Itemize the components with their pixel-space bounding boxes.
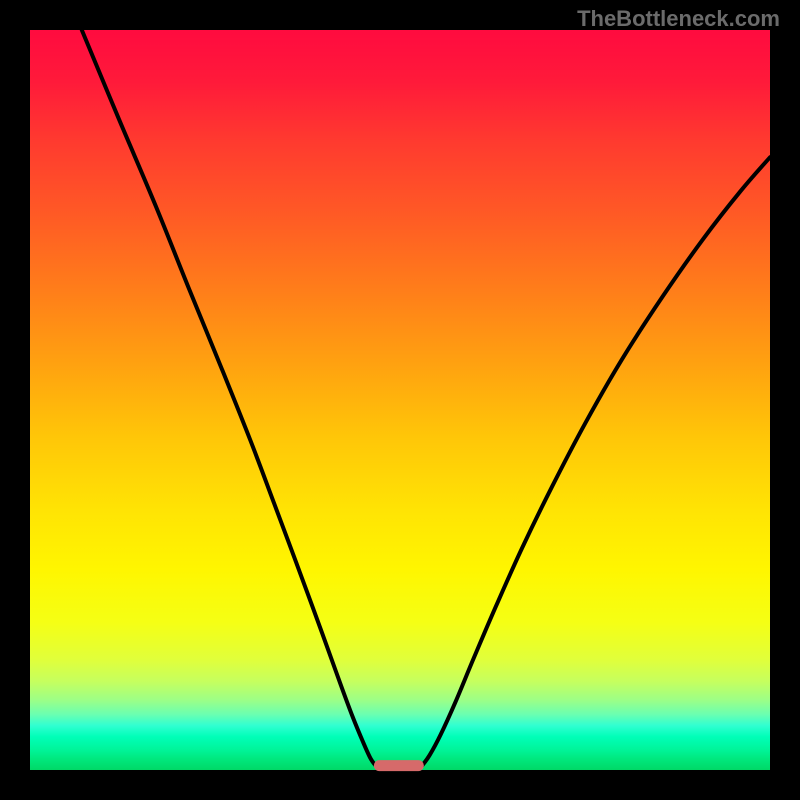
chart-plot-area	[30, 30, 770, 770]
watermark-text: TheBottleneck.com	[577, 6, 780, 32]
bottleneck-curve-left	[82, 30, 376, 766]
chart-curves	[30, 30, 770, 770]
optimal-marker	[373, 760, 423, 772]
bottleneck-curve-right	[422, 157, 770, 765]
